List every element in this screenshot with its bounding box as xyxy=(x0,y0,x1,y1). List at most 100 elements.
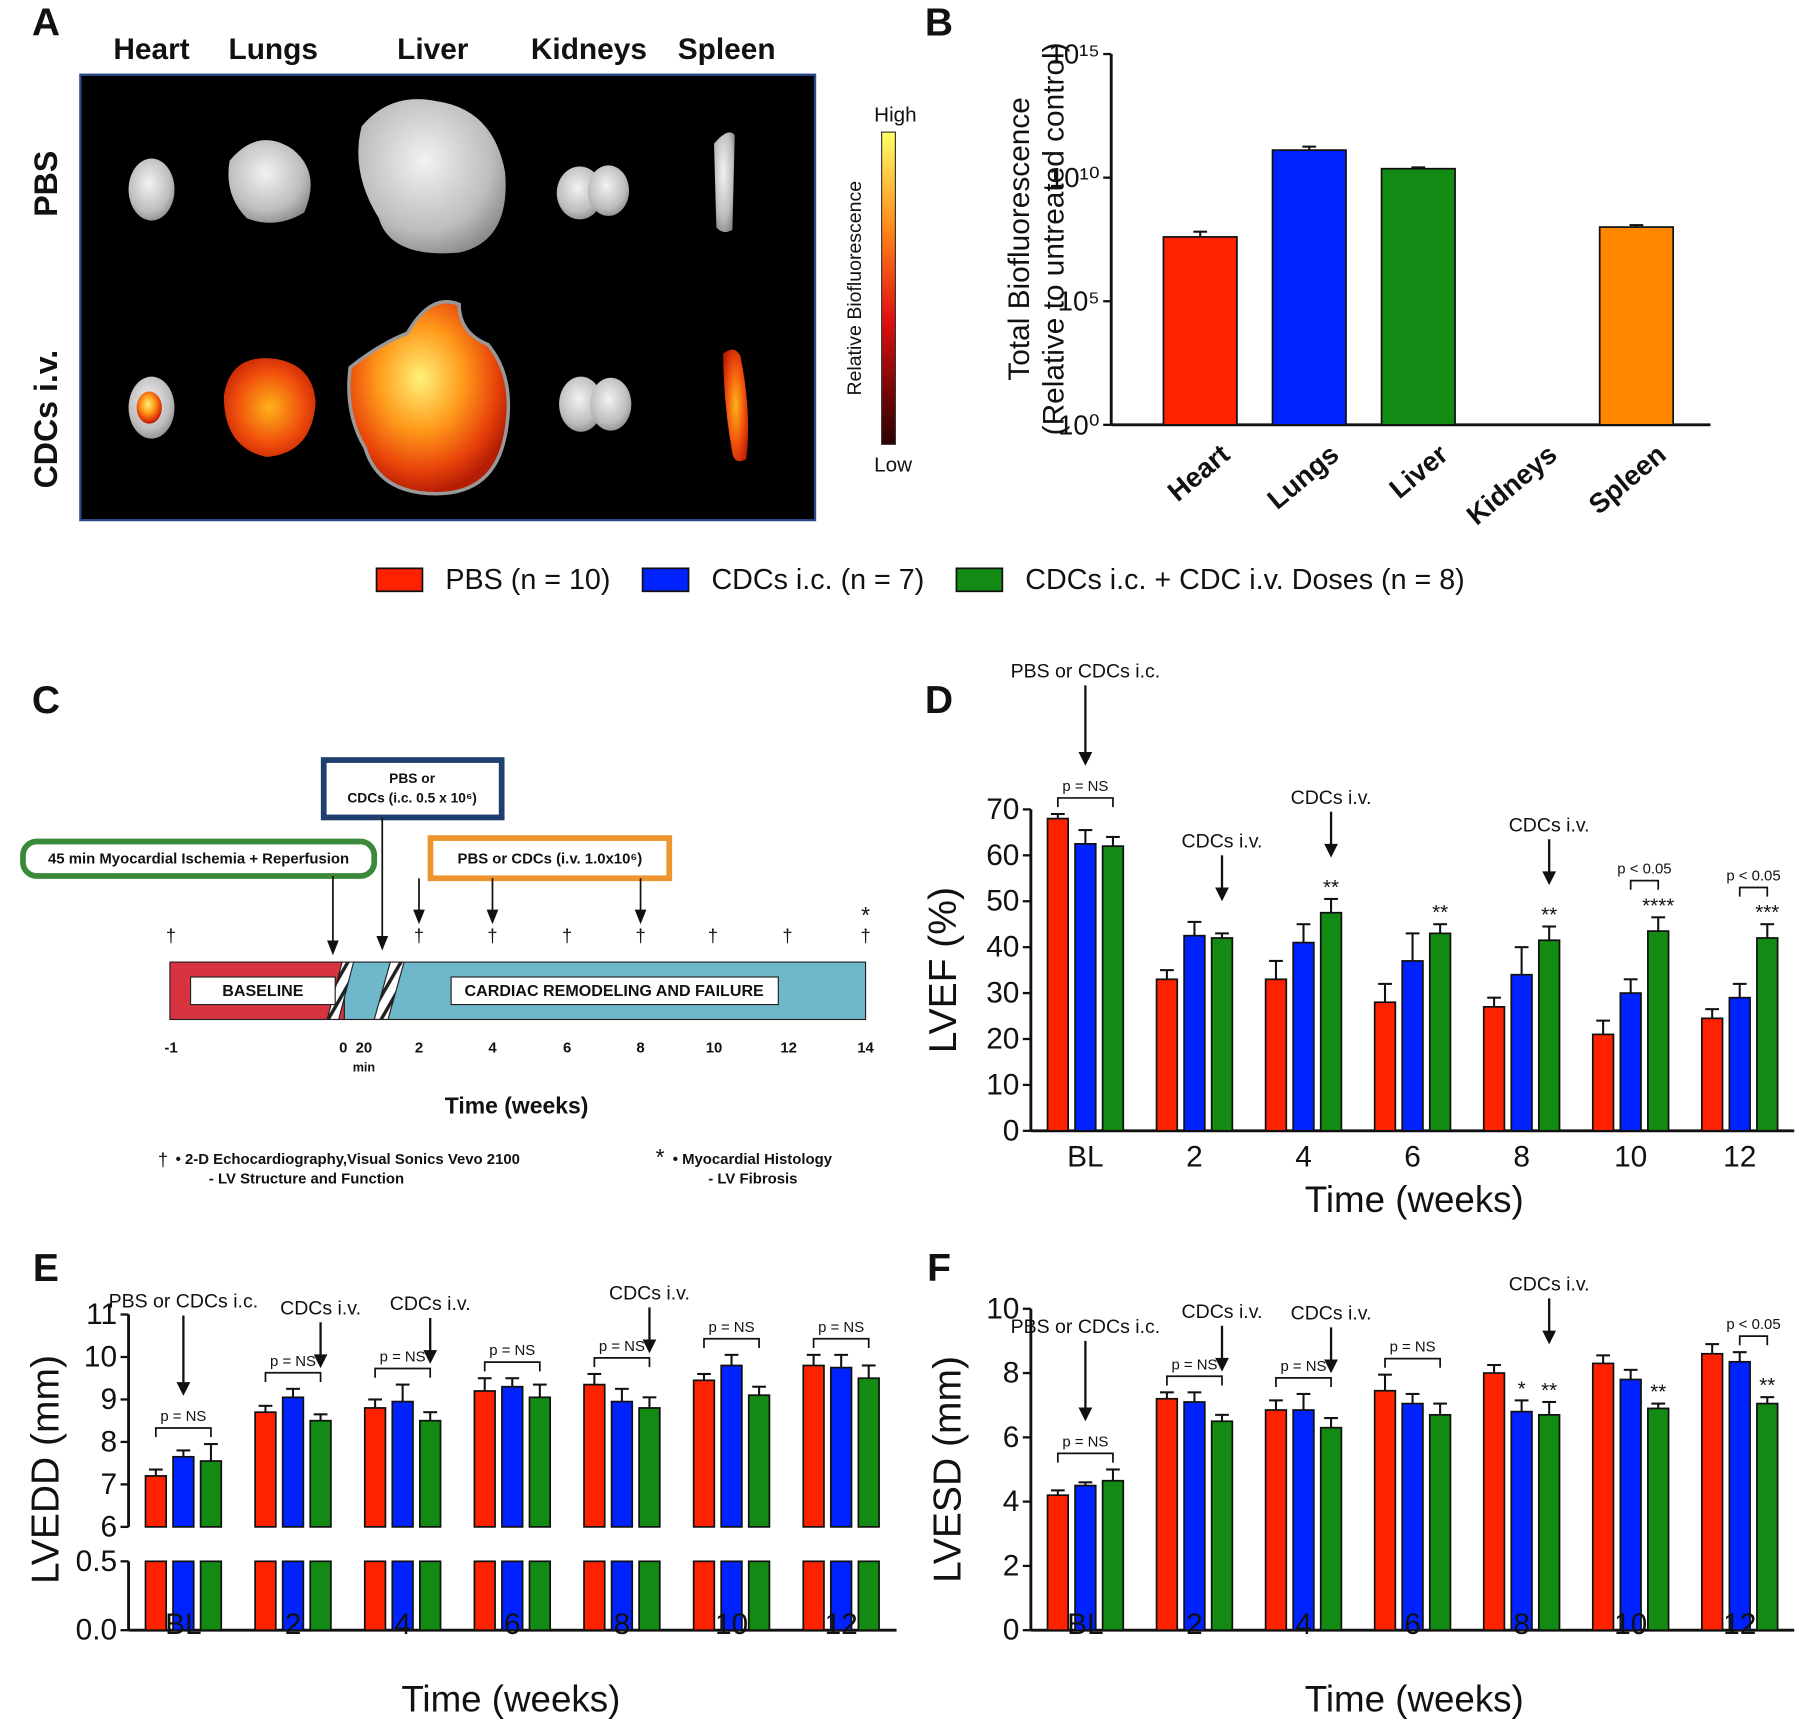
x-tick-label: Heart xyxy=(1162,438,1236,507)
annotation-arrowhead xyxy=(1215,1357,1229,1372)
timeline-tick: -1 xyxy=(164,1040,177,1057)
colorbar-label: Low xyxy=(874,454,912,477)
panel-label: C xyxy=(32,679,60,722)
bar xyxy=(1756,937,1779,1132)
echo-marker: † xyxy=(860,925,870,946)
bracket xyxy=(483,1361,541,1372)
bar xyxy=(281,1560,305,1632)
bracket-label: p = NS xyxy=(1062,1433,1108,1450)
bracket xyxy=(703,1337,760,1348)
y-tick-label: 0.0 xyxy=(76,1614,117,1647)
break-hatch xyxy=(373,961,405,1021)
bar xyxy=(1700,1352,1724,1632)
bar xyxy=(1319,1426,1343,1632)
x-tick-label: Spleen xyxy=(1583,438,1672,520)
significance: ** xyxy=(1432,901,1448,924)
bar xyxy=(1401,1402,1424,1632)
bar xyxy=(1700,1017,1724,1132)
bracket-label: p = NS xyxy=(270,1353,316,1370)
y-tick-label: 10 xyxy=(986,1068,1019,1101)
bracket xyxy=(1275,1377,1332,1388)
bar xyxy=(747,1560,771,1632)
colorbar xyxy=(881,131,896,445)
y-tick-label: 40 xyxy=(986,931,1019,964)
significance: *** xyxy=(1755,901,1779,924)
x-tick-label: 2 xyxy=(1186,1608,1203,1641)
bar xyxy=(1510,1410,1533,1632)
bar xyxy=(1046,817,1070,1132)
echo-marker: † xyxy=(414,925,424,946)
panel-label: A xyxy=(32,2,60,45)
organ xyxy=(559,376,603,432)
bar xyxy=(1591,1362,1615,1632)
y-axis-title: LVESD (mm) xyxy=(927,1356,970,1583)
bracket-label: p = NS xyxy=(818,1319,864,1336)
legend-label: CDCs i.c. (n = 7) xyxy=(711,564,924,596)
bar xyxy=(583,1383,606,1528)
box-text: PBS or CDCs (i.v. 1.0x10⁶) xyxy=(458,850,643,867)
x-tick-label: 12 xyxy=(1723,1141,1756,1174)
bar xyxy=(1401,960,1424,1132)
bar xyxy=(1155,1397,1179,1632)
x-tick-label: 4 xyxy=(394,1608,411,1641)
bar xyxy=(692,1560,716,1632)
bar xyxy=(501,1385,524,1528)
x-tick-label: 12 xyxy=(825,1608,858,1641)
bracket-label: p = NS xyxy=(1171,1356,1217,1373)
annotation-arrowhead xyxy=(313,1354,328,1369)
annotation: PBS or CDCs i.c. xyxy=(109,1291,259,1313)
bar xyxy=(747,1394,771,1528)
timeline-tick: 2 xyxy=(415,1040,423,1057)
bar xyxy=(1510,973,1533,1132)
bar xyxy=(1482,1005,1506,1132)
bar xyxy=(720,1364,743,1528)
timeline-tick: 14 xyxy=(857,1040,874,1057)
echo-marker: † xyxy=(562,925,572,946)
x-tick-label: 2 xyxy=(285,1608,302,1641)
annotation-arrowhead xyxy=(1078,752,1093,766)
annotation: CDCs i.v. xyxy=(1182,1301,1263,1323)
bar xyxy=(1591,1033,1615,1132)
bar xyxy=(419,1560,442,1632)
y-tick-label: 0 xyxy=(1003,1614,1020,1647)
y-tick-label: 50 xyxy=(986,885,1019,918)
x-tick-label: Liver xyxy=(1383,438,1454,504)
colorbar-label: High xyxy=(874,103,916,126)
panel-label: D xyxy=(925,679,953,722)
legend-label: PBS (n = 10) xyxy=(445,564,610,596)
bar xyxy=(1155,978,1179,1132)
bar xyxy=(144,1560,168,1632)
y-tick-label: 6 xyxy=(1003,1421,1020,1454)
bar xyxy=(309,1419,332,1528)
bar xyxy=(199,1560,223,1632)
bar xyxy=(1183,934,1206,1132)
annotation: CDCs i.v. xyxy=(1291,787,1372,809)
annotation-arrowhead xyxy=(1324,1359,1338,1374)
organ xyxy=(128,158,175,221)
annotation: CDCs i.v. xyxy=(1509,1274,1590,1296)
bar xyxy=(638,1407,661,1528)
bar xyxy=(1292,1409,1315,1632)
bar xyxy=(1162,236,1238,426)
row-label: PBS xyxy=(28,151,64,217)
y-axis-title: LVEF (%) xyxy=(922,887,965,1053)
x-tick-label: 6 xyxy=(1404,1141,1421,1174)
bracket-label: p < 0.05 xyxy=(1617,861,1671,878)
x-tick-label: 6 xyxy=(504,1608,521,1641)
y-tick-label: 0.5 xyxy=(76,1545,117,1578)
timeline-tick: 4 xyxy=(488,1040,497,1057)
echo-marker: † xyxy=(166,925,176,946)
bracket xyxy=(1629,879,1660,890)
bar xyxy=(419,1419,442,1528)
note-symbol: * xyxy=(656,1144,665,1170)
y-tick-label: 7 xyxy=(100,1468,117,1501)
bar xyxy=(1264,978,1288,1132)
bar xyxy=(1537,1413,1561,1632)
annotation-arrowhead xyxy=(642,1339,657,1354)
note: - LV Fibrosis xyxy=(708,1171,797,1188)
bar xyxy=(802,1560,825,1632)
note: • 2-D Echocardiography,Visual Sonics Vev… xyxy=(176,1151,520,1168)
bracket xyxy=(264,1371,322,1382)
